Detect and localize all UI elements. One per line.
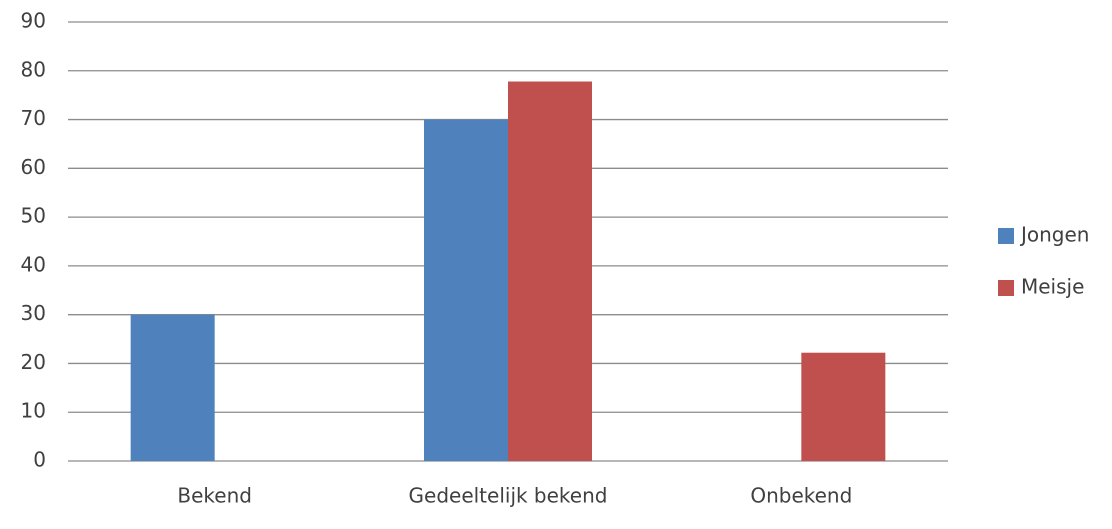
y-tick-label: 20 <box>21 350 46 374</box>
y-tick-label: 10 <box>21 399 46 423</box>
y-tick-label: 50 <box>21 204 46 228</box>
y-tick-label: 0 <box>33 448 46 472</box>
bar <box>424 119 508 462</box>
x-tick-label: Onbekend <box>750 484 852 508</box>
bar <box>508 81 592 462</box>
y-tick-label: 40 <box>21 252 46 276</box>
legend-swatch <box>998 280 1014 296</box>
y-tick-label: 70 <box>21 106 46 130</box>
x-tick-label: Gedeeltelijk bekend <box>409 484 608 508</box>
bar <box>130 314 215 461</box>
bar <box>801 352 886 461</box>
y-tick-label: 90 <box>21 9 46 33</box>
y-tick-label: 30 <box>21 301 46 325</box>
legend-swatch <box>998 228 1014 244</box>
legend-label: Meisje <box>1021 275 1084 299</box>
x-tick-label: Bekend <box>177 484 252 508</box>
y-tick-label: 60 <box>21 155 46 179</box>
legend-label: Jongen <box>1019 223 1090 247</box>
y-tick-label: 80 <box>21 57 46 81</box>
